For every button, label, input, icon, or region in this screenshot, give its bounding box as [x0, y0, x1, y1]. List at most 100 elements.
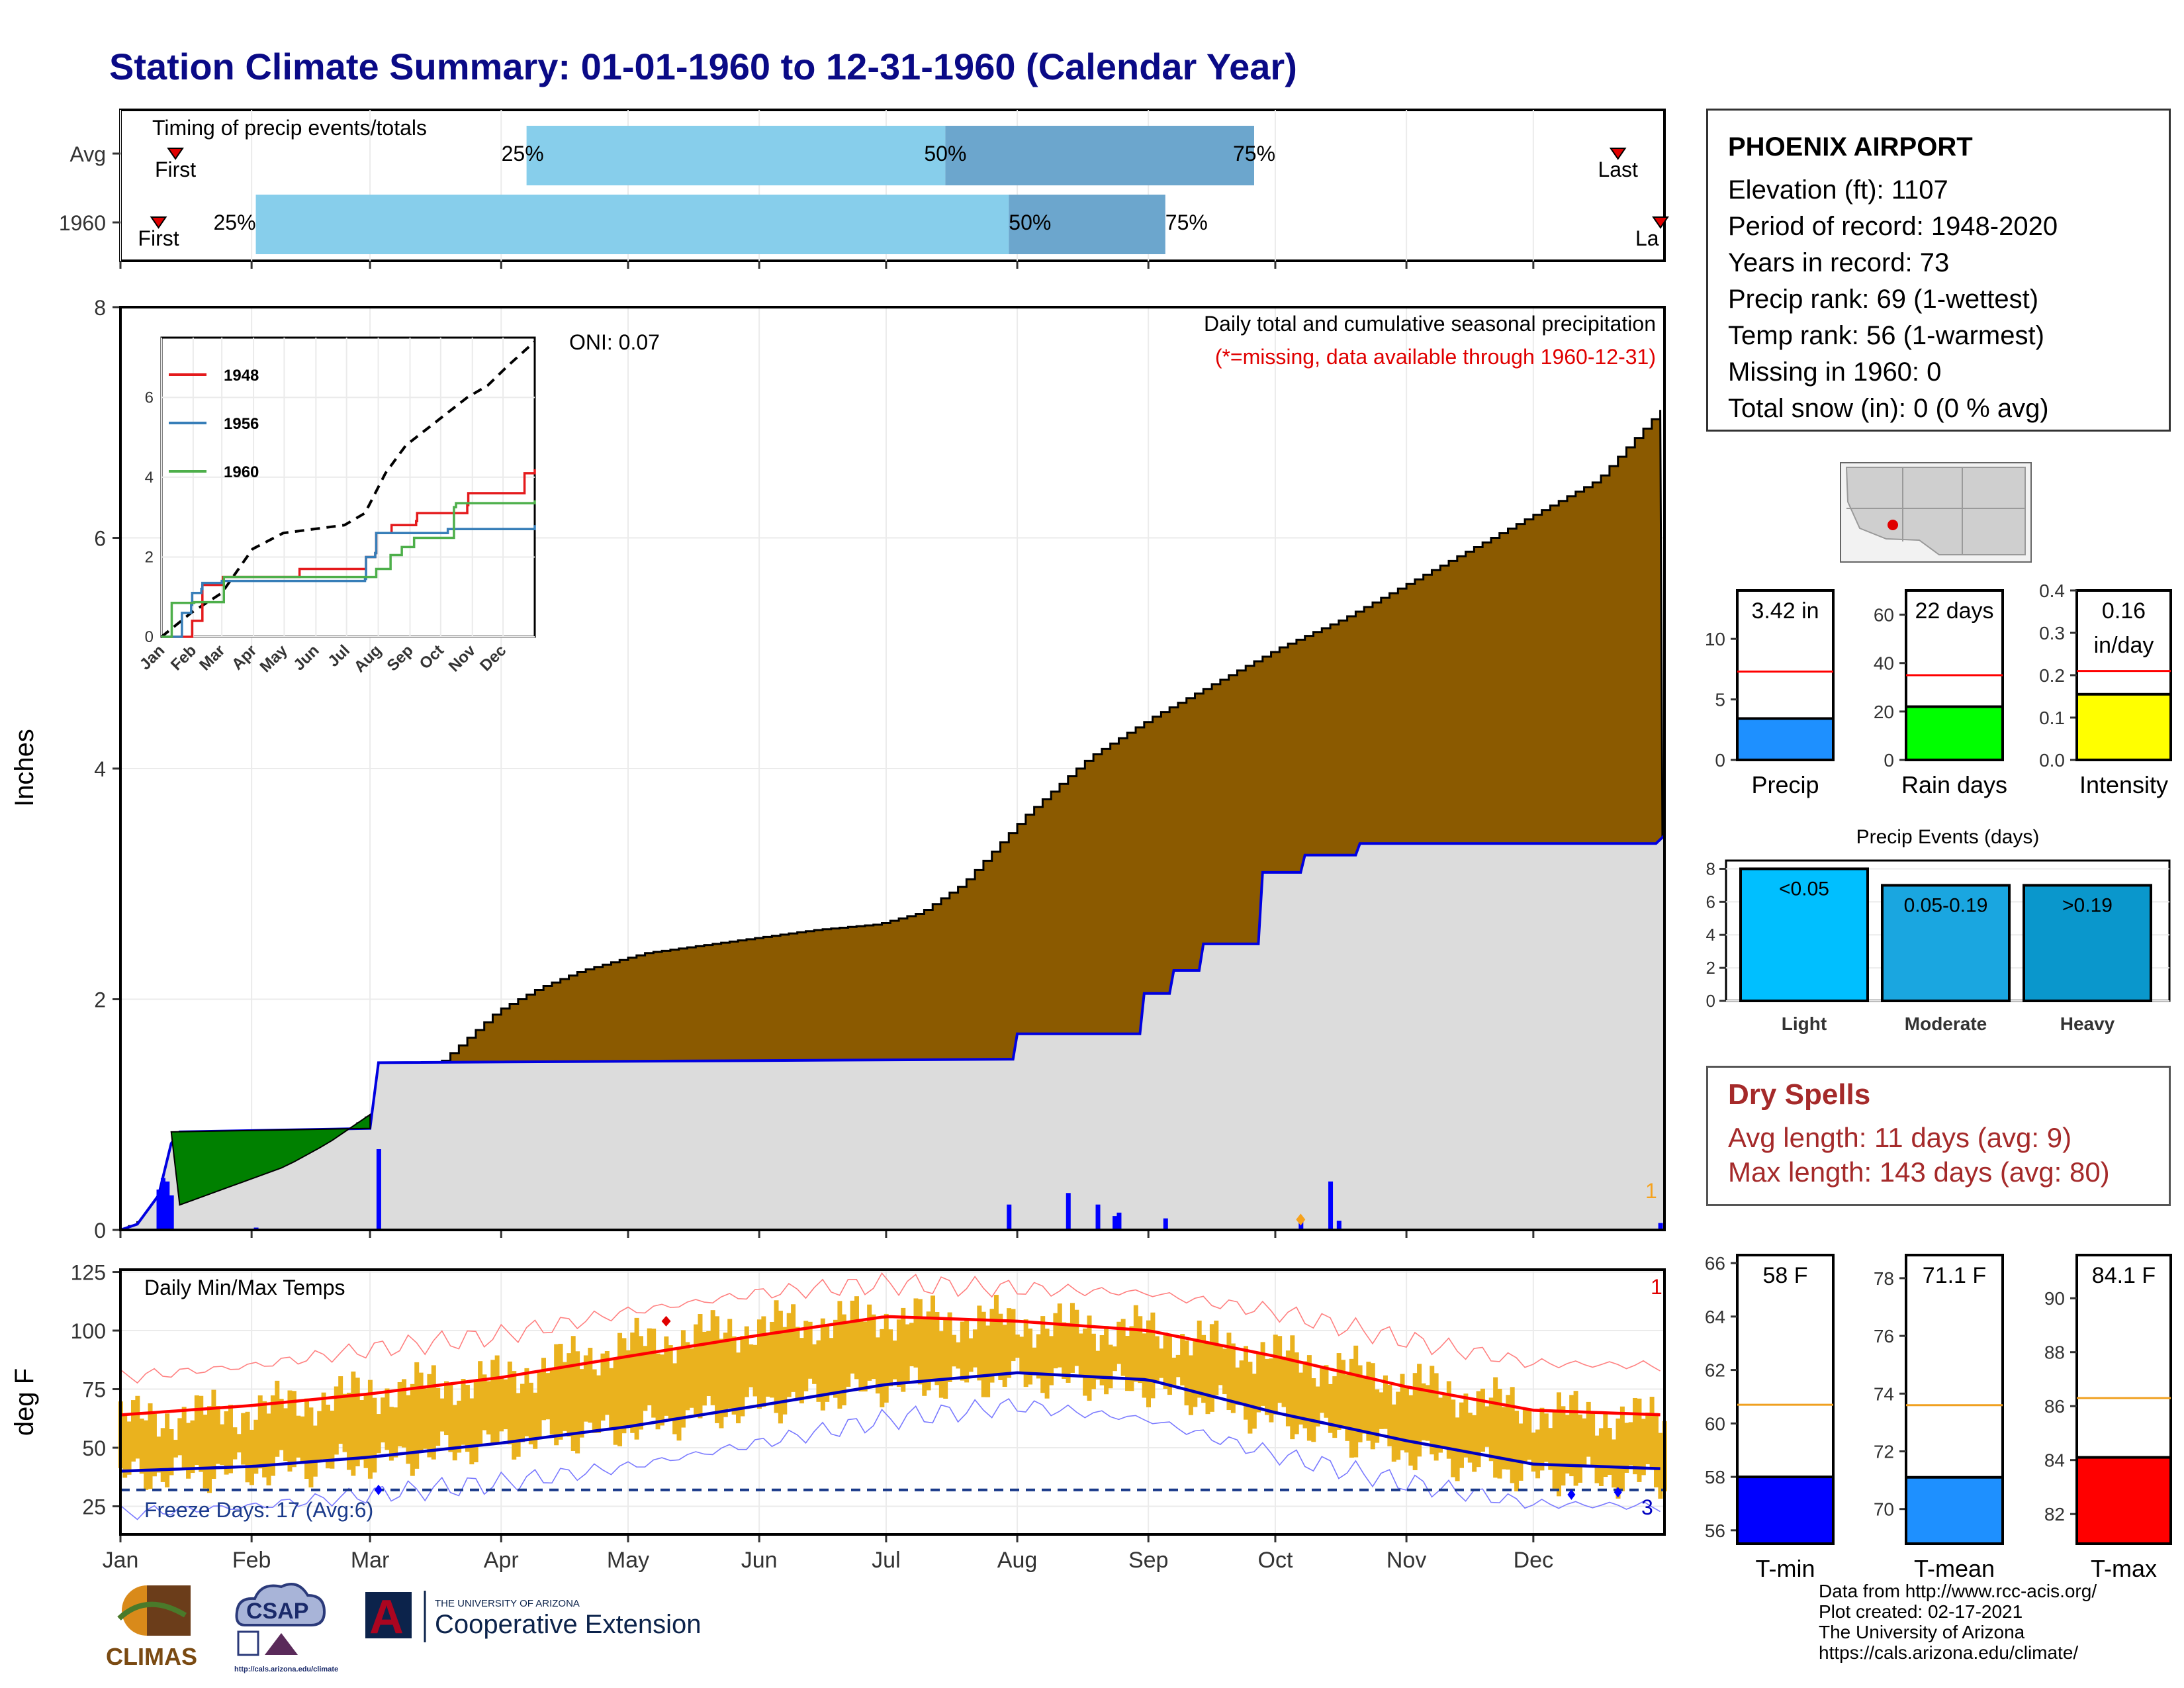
- inset-panel-frame: [160, 336, 536, 638]
- daily-temp-range-bar: [1205, 1343, 1210, 1415]
- rain-days-ytick-label: 0: [1884, 750, 1894, 771]
- daily-temp-range-bar: [1281, 1356, 1287, 1407]
- daily-temp-range-bar: [698, 1314, 703, 1419]
- inset-ytick-label: 4: [145, 469, 154, 487]
- station-missing: Missing in 1960: 0: [1728, 357, 1942, 387]
- daily-temp-range-bar: [1552, 1411, 1557, 1489]
- temps-xtick-label: Apr: [484, 1548, 519, 1573]
- svg-text:http://cals.arizona.edu/climat: http://cals.arizona.edu/climate: [234, 1665, 338, 1673]
- dry-spells-avg: Avg length: 11 days (avg: 9): [1728, 1122, 2072, 1153]
- daily-temp-range-bar: [1527, 1409, 1532, 1460]
- daily-temp-range-bar: [499, 1378, 504, 1432]
- daily-temp-range-bar: [457, 1400, 462, 1453]
- temps-corner-top: 1: [1651, 1275, 1662, 1299]
- daily-temp-range-bar: [381, 1397, 386, 1442]
- daily-temp-range-bar: [541, 1358, 546, 1421]
- svg-text:CLIMAS: CLIMAS: [106, 1643, 197, 1670]
- intensity-category-label: Intensity: [2079, 771, 2168, 798]
- daily-temp-range-bar: [1573, 1391, 1578, 1486]
- daily-temp-range-bar: [858, 1319, 864, 1392]
- daily-temp-range-bar: [1163, 1333, 1168, 1389]
- daily-temp-range-bar: [1007, 1308, 1012, 1378]
- daily-temp-range-bar: [1480, 1388, 1485, 1452]
- daily-temp-range-bar: [1112, 1346, 1117, 1372]
- daily-temp-range-bar: [1565, 1415, 1570, 1474]
- daily-temp-range-bar: [1379, 1392, 1384, 1429]
- precip-total-category-label: Precip: [1751, 771, 1819, 798]
- daily-temp-range-bar: [880, 1329, 885, 1407]
- precip-total-ytick-label: 5: [1715, 690, 1725, 710]
- precip-ytick-label: 0: [94, 1219, 106, 1243]
- temps-xtick-label: Dec: [1514, 1548, 1553, 1573]
- daily-temp-range-bar: [1645, 1412, 1651, 1464]
- daily-temp-range-bar: [334, 1386, 339, 1455]
- daily-temp-range-bar: [312, 1425, 318, 1477]
- precip-events-category-label: Heavy: [2060, 1013, 2115, 1034]
- daily-temp-range-bar: [985, 1325, 991, 1397]
- daily-precip-bar: [376, 1149, 381, 1230]
- daily-temp-range-bar: [1637, 1398, 1642, 1482]
- precip-annotation-title: Daily total and cumulative seasonal prec…: [1204, 312, 1656, 336]
- daily-temp-range-bar: [1002, 1325, 1007, 1387]
- daily-temp-range-bar: [791, 1304, 796, 1392]
- daily-temp-range-bar: [1260, 1342, 1265, 1406]
- daily-temp-range-bar: [1269, 1358, 1274, 1423]
- daily-temp-range-bar: [1248, 1362, 1253, 1434]
- inset-ytick-label: 0: [145, 628, 154, 646]
- daily-temp-range-bar: [1641, 1419, 1646, 1476]
- daily-temp-range-bar: [803, 1321, 809, 1391]
- inset-ytick-label: 6: [145, 389, 154, 406]
- daily-temp-range-bar: [736, 1352, 741, 1424]
- daily-temp-range-bar: [139, 1419, 144, 1474]
- precip-events-bar-label: 0.05-0.19: [1904, 894, 1988, 916]
- dry-spells-max: Max length: 143 days (avg: 80): [1728, 1156, 2110, 1188]
- daily-temp-range-bar: [621, 1338, 627, 1434]
- daily-temp-range-bar: [981, 1311, 986, 1397]
- daily-temp-range-bar: [1040, 1316, 1046, 1393]
- intensity-value-label: 0.16: [2102, 598, 2146, 624]
- daily-temp-range-bar: [972, 1329, 978, 1368]
- daily-temp-range-bar: [583, 1355, 588, 1422]
- daily-temp-range-bar: [1366, 1362, 1371, 1441]
- daily-temp-range-bar: [1044, 1329, 1050, 1399]
- timing-p50-label: 50%: [1009, 211, 1051, 234]
- daily-temp-range-bar: [719, 1338, 724, 1429]
- credit-url: https://cals.arizona.edu/climate/: [1819, 1642, 2079, 1663]
- timing-p75-label: 75%: [1233, 142, 1275, 165]
- temps-ytick-label: 75: [82, 1378, 106, 1402]
- daily-temp-range-bar: [1230, 1343, 1236, 1413]
- daily-temp-range-bar: [1188, 1355, 1193, 1415]
- daily-temp-range-bar: [638, 1336, 643, 1430]
- inset-legend-label: 1960: [224, 463, 259, 481]
- record-low-marker: [374, 1484, 383, 1495]
- daily-temp-range-bar: [461, 1379, 466, 1445]
- credits: Data from http://www.rcc-acis.org/ Plot …: [1819, 1581, 2097, 1663]
- daily-temp-range-bar: [1150, 1312, 1156, 1399]
- daily-temp-range-bar: [317, 1411, 322, 1461]
- daily-temp-range-bar: [778, 1311, 783, 1424]
- daily-temp-range-bar: [1091, 1333, 1096, 1389]
- daily-temp-range-bar: [1294, 1352, 1299, 1434]
- daily-temp-range-bar: [402, 1379, 407, 1448]
- precip-surplus-area: [170, 1113, 371, 1206]
- daily-temp-range-bar: [1290, 1335, 1295, 1440]
- precip-events-ytick-label: 6: [1706, 892, 1715, 912]
- daily-temp-range-bar: [570, 1336, 576, 1451]
- precip-events-bar-heavy: [2023, 884, 2152, 1002]
- daily-temp-range-bar: [1561, 1406, 1566, 1486]
- daily-temp-range-bar: [1328, 1383, 1333, 1433]
- daily-temp-range-bar: [431, 1365, 436, 1460]
- daily-temp-range-bar: [418, 1372, 424, 1453]
- temps-panel-frame: [119, 1268, 1666, 1536]
- daily-precip-bar: [1116, 1212, 1122, 1230]
- temp-min-ytick-label: 62: [1705, 1360, 1725, 1381]
- temps-corner-bottom: 3: [1641, 1495, 1653, 1519]
- daily-temp-range-bar: [752, 1344, 758, 1397]
- intensity-ytick-label: 0.2: [2039, 665, 2065, 686]
- precip-panel-frame: [119, 306, 1666, 1231]
- daily-temp-range-bar: [1011, 1309, 1016, 1362]
- daily-temp-range-bar: [1062, 1322, 1067, 1380]
- credit-plot-created: Plot created: 02-17-2021: [1819, 1601, 2023, 1622]
- daily-temp-range-bar: [397, 1382, 402, 1447]
- daily-temp-range-bar: [888, 1329, 893, 1387]
